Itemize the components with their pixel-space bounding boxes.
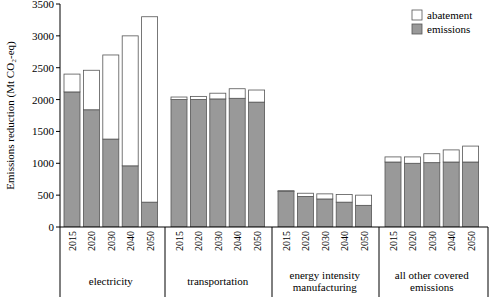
bar-abatement xyxy=(64,74,80,92)
bar-emissions xyxy=(210,99,226,227)
group-separator xyxy=(488,227,489,297)
bar-abatement xyxy=(190,96,206,99)
bar-emissions xyxy=(424,163,440,227)
bar-emissions xyxy=(356,205,372,227)
bar-emissions xyxy=(278,191,294,227)
bar-abatement xyxy=(103,55,119,139)
group-separator xyxy=(379,227,380,297)
group-label-line: all other covered xyxy=(395,269,469,281)
group-label-line: emissions xyxy=(410,281,453,293)
bar-emissions xyxy=(103,139,119,227)
bar-emissions xyxy=(443,162,459,227)
bar-abatement xyxy=(443,150,459,162)
bar-abatement xyxy=(297,193,313,196)
bar-emissions xyxy=(142,202,158,227)
y-tick-label: 3500 xyxy=(32,0,55,10)
y-tick-label: 500 xyxy=(38,189,55,201)
bar-abatement xyxy=(463,146,479,162)
y-tick-label: 2000 xyxy=(32,94,55,106)
y-tick-label: 1000 xyxy=(32,157,55,169)
bar-emissions xyxy=(463,162,479,227)
chart: 0 500 1000 1500 2000 2500 3000 3500 Emissions re… xyxy=(0,0,491,306)
bar-emissions xyxy=(336,202,352,227)
bar-abatement xyxy=(229,89,245,99)
x-tick-label: 2040 xyxy=(339,231,350,251)
bar-abatement xyxy=(210,93,226,99)
bar-abatement xyxy=(142,17,158,202)
x-tick-label: 2015 xyxy=(281,231,292,251)
group-label: all other coveredemissions xyxy=(395,269,469,293)
x-tick-label: 2030 xyxy=(427,231,438,251)
bar-emissions xyxy=(190,100,206,227)
x-tick-label: 2050 xyxy=(145,231,156,251)
bar-emissions xyxy=(249,102,265,227)
bar-abatement xyxy=(171,97,187,100)
group-label-line: manufacturing xyxy=(293,281,358,293)
group-label: electricity xyxy=(89,275,133,287)
x-tick-label: 2020 xyxy=(300,231,311,251)
x-tick-label: 2040 xyxy=(446,231,457,251)
bar-abatement xyxy=(278,190,294,192)
x-tick-label: 2030 xyxy=(320,231,331,251)
y-tick xyxy=(56,35,60,36)
y-tick-label: 1500 xyxy=(32,125,55,137)
group-label: transportation xyxy=(187,275,249,287)
bar-abatement xyxy=(356,195,372,205)
bar-abatement xyxy=(83,70,99,110)
bar-abatement xyxy=(122,36,138,166)
group-label-line: energy intensity xyxy=(290,269,361,281)
x-tick-label: 2030 xyxy=(106,231,117,251)
y-tick xyxy=(56,67,60,68)
x-tick-label: 2050 xyxy=(252,231,263,251)
group-separator xyxy=(165,227,166,297)
y-tick xyxy=(56,131,60,132)
bar-abatement xyxy=(424,154,440,163)
x-tick-label: 2015 xyxy=(174,231,185,251)
y-tick xyxy=(56,4,60,5)
bars xyxy=(64,17,479,227)
x-tick-label: 2030 xyxy=(213,231,224,251)
y-tick-label: 2500 xyxy=(32,62,55,74)
legend-label: abatement xyxy=(427,9,472,21)
group-label: energy intensitymanufacturing xyxy=(290,269,361,293)
x-tick-label: 2050 xyxy=(359,231,370,251)
bar-emissions xyxy=(64,92,80,227)
bar-abatement xyxy=(336,195,352,203)
group-label-line: transportation xyxy=(187,275,249,287)
group-separator xyxy=(272,227,273,297)
x-tick-label: 2020 xyxy=(193,231,204,251)
y-tick xyxy=(56,99,60,100)
x-tick-label: 2020 xyxy=(407,231,418,251)
bar-emissions xyxy=(83,110,99,227)
bar-emissions xyxy=(229,98,245,227)
group-label-line: electricity xyxy=(89,275,133,287)
bar-emissions xyxy=(385,162,401,227)
y-tick xyxy=(56,227,60,228)
x-axis xyxy=(60,227,488,228)
bar-abatement xyxy=(404,157,420,163)
x-tick-label: 2040 xyxy=(125,231,136,251)
x-tick-label: 2040 xyxy=(232,231,243,251)
x-tick-label: 2015 xyxy=(67,231,78,251)
bar-emissions xyxy=(404,163,420,227)
legend-swatch xyxy=(412,24,422,34)
bar-abatement xyxy=(249,90,265,102)
y-axis-label: Emissions reduction (Mt CO₂-eq) xyxy=(4,41,17,190)
bar-emissions xyxy=(171,100,187,227)
legend-label: emissions xyxy=(427,23,470,35)
x-tick-label: 2015 xyxy=(388,231,399,251)
y-tick-label: 0 xyxy=(49,221,55,233)
bar-abatement xyxy=(385,157,401,162)
y-tick xyxy=(56,163,60,164)
y-axis xyxy=(60,4,61,297)
bar-emissions xyxy=(297,196,313,227)
x-tick-label: 2050 xyxy=(466,231,477,251)
bar-emissions xyxy=(122,166,138,227)
x-tick-label: 2020 xyxy=(86,231,97,251)
bar-abatement xyxy=(317,194,333,199)
legend-swatch xyxy=(412,10,422,20)
y-tick xyxy=(56,195,60,196)
bar-emissions xyxy=(317,199,333,227)
y-tick-label: 3000 xyxy=(32,30,55,42)
